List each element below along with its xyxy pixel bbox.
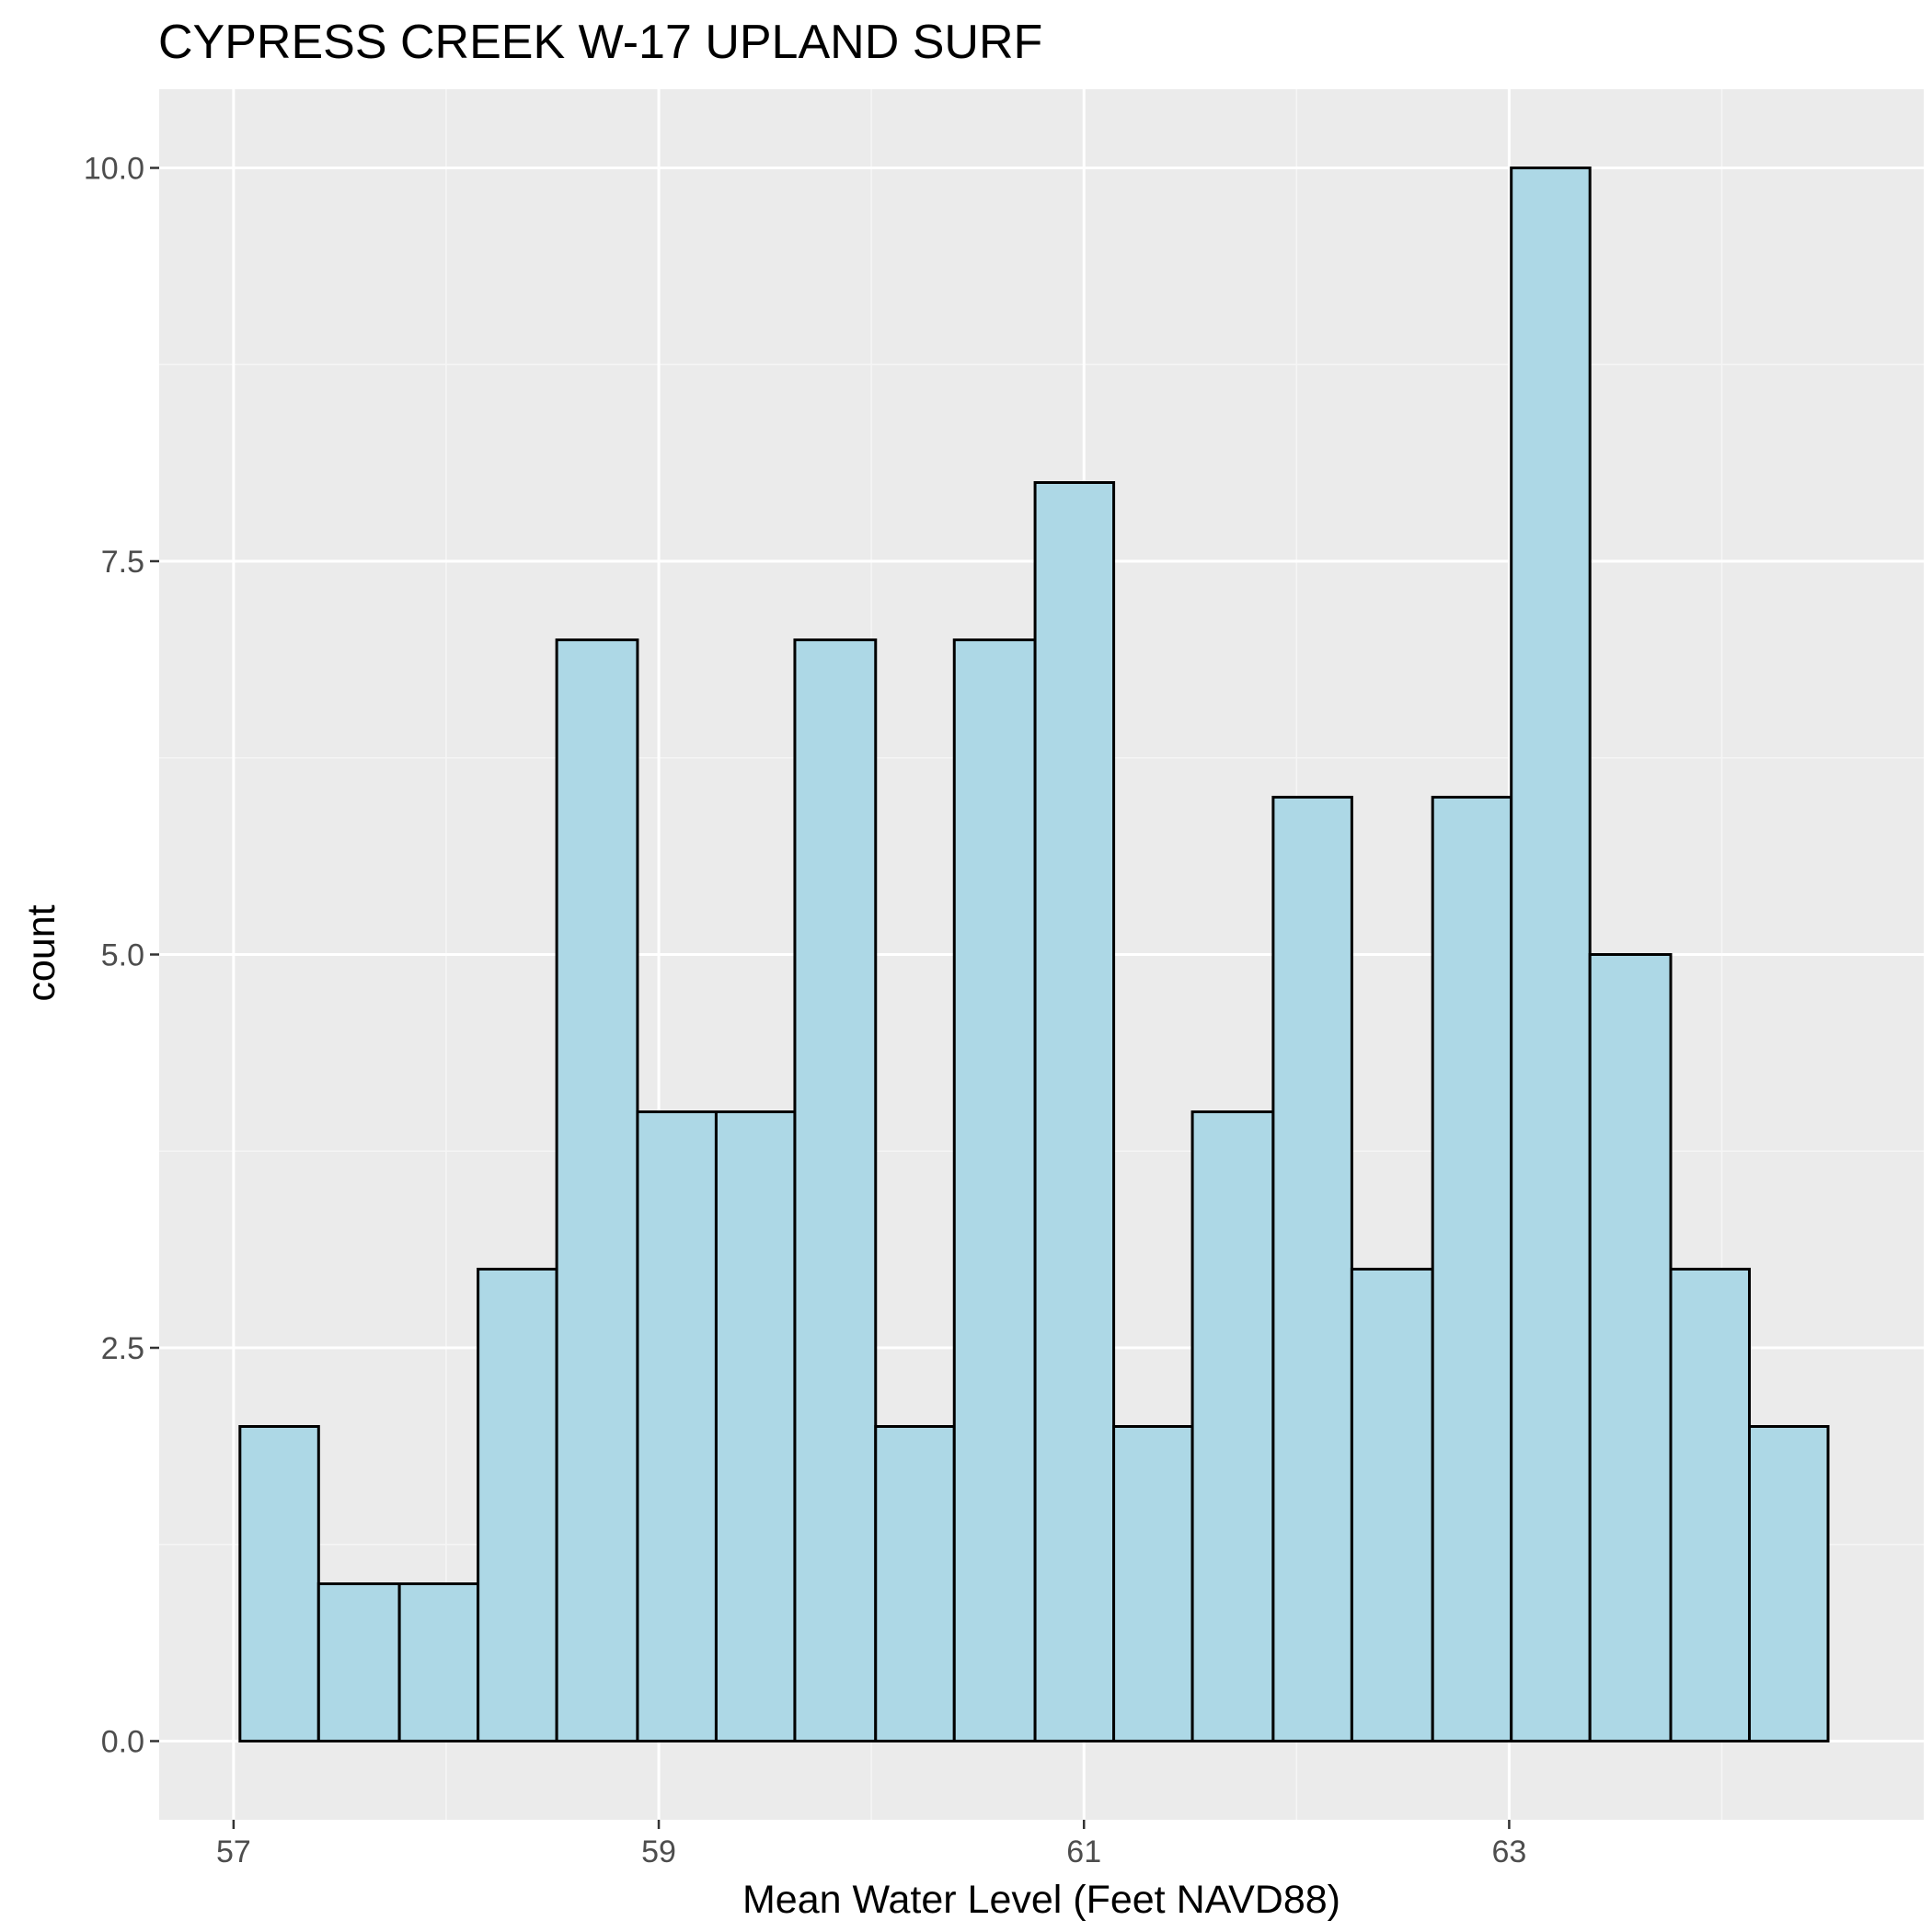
- histogram-bar: [636, 1110, 718, 1742]
- y-tick-label: 0.0: [101, 1725, 144, 1760]
- histogram-bar: [1033, 481, 1116, 1742]
- x-tick-label: 63: [1491, 1834, 1526, 1869]
- histogram-bar: [1112, 1425, 1194, 1742]
- histogram-bar: [477, 1268, 558, 1742]
- histogram-bar: [555, 638, 639, 1742]
- histogram-bar: [793, 638, 878, 1742]
- histogram-bar: [397, 1582, 480, 1742]
- x-axis: 57 59 61 63: [216, 1820, 1526, 1869]
- histogram-bar: [1350, 1268, 1434, 1742]
- histogram-bar: [874, 1425, 956, 1742]
- x-tick-label: 59: [641, 1834, 676, 1869]
- histogram-bar: [714, 1110, 797, 1742]
- y-tick-label: 10.0: [84, 152, 144, 187]
- y-tick-label: 2.5: [101, 1331, 144, 1366]
- histogram-bar: [952, 638, 1037, 1742]
- histogram-bar: [1190, 1110, 1275, 1742]
- histogram-bar: [238, 1425, 320, 1742]
- x-tick-label: 57: [216, 1834, 251, 1869]
- histogram-bar: [1431, 796, 1513, 1742]
- histogram-bar: [1748, 1425, 1830, 1742]
- histogram-bars: [238, 167, 1830, 1742]
- histogram-bar: [316, 1582, 401, 1742]
- y-axis: 0.0 2.5 5.0 7.5 10.0: [84, 152, 159, 1760]
- histogram-bar: [1271, 796, 1353, 1742]
- histogram-bar: [1588, 953, 1673, 1742]
- histogram-bar: [1669, 1268, 1752, 1742]
- x-axis-label: Mean Water Level (Feet NAVD88): [742, 1878, 1340, 1922]
- histogram-bar: [1510, 167, 1592, 1742]
- y-tick-label: 7.5: [101, 545, 144, 580]
- y-axis-label: count: [19, 904, 63, 1001]
- chart-title: CYPRESS CREEK W-17 UPLAND SURF: [158, 16, 1042, 69]
- y-tick-label: 5.0: [101, 938, 144, 973]
- x-tick-label: 61: [1066, 1834, 1101, 1869]
